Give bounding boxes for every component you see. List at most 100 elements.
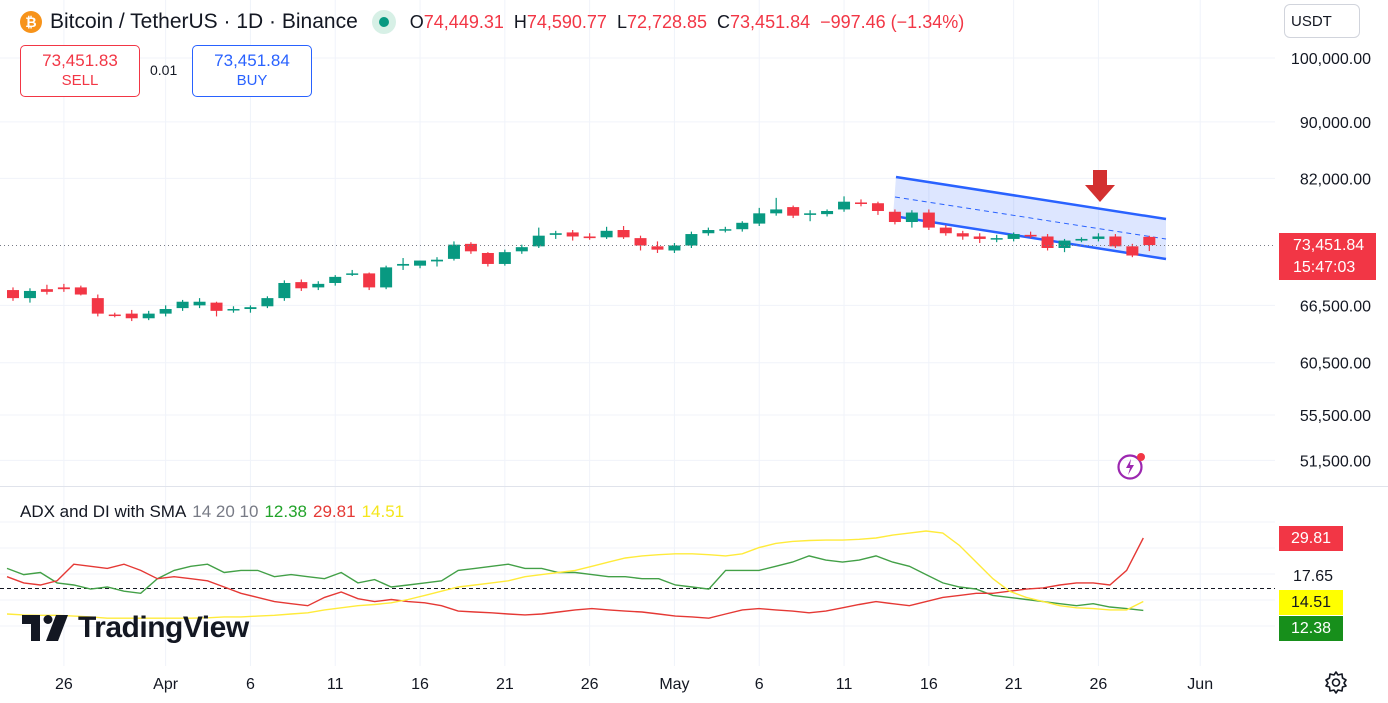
candle-body (566, 232, 579, 237)
candle[interactable] (1007, 232, 1020, 242)
candle[interactable] (617, 225, 630, 239)
candle[interactable] (956, 230, 969, 240)
tradingview-logo[interactable]: TradingView (22, 611, 249, 645)
candle[interactable] (142, 310, 155, 321)
minus-di-line[interactable] (6, 537, 1144, 619)
candle[interactable] (855, 199, 867, 207)
candle[interactable] (871, 201, 884, 215)
candle[interactable] (905, 210, 918, 228)
candle[interactable] (1041, 234, 1054, 251)
candle-body (1007, 234, 1020, 239)
candle[interactable] (74, 285, 87, 296)
candle[interactable] (312, 281, 325, 291)
candle[interactable] (939, 225, 952, 236)
sell-button[interactable]: 73,451.83 SELL (20, 45, 140, 97)
candle[interactable] (431, 257, 443, 267)
candle[interactable] (1092, 233, 1105, 242)
candle[interactable] (838, 196, 851, 212)
candle[interactable] (278, 280, 291, 301)
candle[interactable] (515, 244, 528, 254)
candle[interactable] (821, 209, 834, 217)
candle[interactable] (668, 243, 681, 253)
candle[interactable] (481, 252, 494, 267)
candle[interactable] (549, 230, 562, 239)
settings-gear-icon[interactable] (1324, 670, 1348, 694)
candle[interactable] (973, 233, 986, 244)
candle[interactable] (193, 298, 206, 309)
plus-di-line[interactable] (6, 555, 1144, 612)
candle[interactable] (380, 265, 393, 290)
candle[interactable] (685, 231, 698, 248)
candle[interactable] (7, 287, 19, 301)
price-axis: 100,000.00 90,000.00 82,000.00 66,500.00 60,… (1276, 40, 1388, 480)
candle[interactable] (397, 258, 410, 270)
candle-body (40, 289, 53, 292)
market-open-dot-icon[interactable] (371, 10, 396, 34)
change-value: −997.46 (−1.34%) (820, 11, 965, 32)
buy-button[interactable]: 73,451.84 BUY (192, 45, 312, 97)
candle[interactable] (227, 306, 240, 313)
candle-body (481, 252, 494, 264)
candle[interactable] (91, 294, 104, 317)
candle[interactable] (108, 312, 121, 318)
candle[interactable] (176, 299, 189, 311)
candle[interactable] (753, 207, 766, 226)
candle[interactable] (57, 283, 70, 292)
candle-body (447, 244, 460, 259)
candle[interactable] (787, 205, 800, 219)
candle[interactable] (1126, 243, 1139, 258)
currency-selector[interactable]: USDT (1284, 4, 1360, 38)
candle[interactable] (1075, 237, 1088, 243)
lightning-alert-icon[interactable] (1116, 452, 1146, 482)
candle[interactable] (1143, 235, 1156, 252)
open-label: O (409, 11, 424, 32)
candle[interactable] (922, 209, 935, 231)
candle[interactable] (125, 309, 138, 322)
spread-value: 0.01 (150, 62, 178, 78)
sell-label: SELL (61, 72, 99, 89)
candle[interactable] (634, 235, 647, 251)
candle[interactable] (210, 301, 223, 317)
channel-upper-line[interactable] (895, 175, 1167, 221)
candle[interactable] (244, 305, 257, 313)
time-axis: 26 Apr 6 11 16 21 26 May 6 11 16 21 26 Jun (55, 676, 1213, 693)
symbol-header[interactable]: ₿ Bitcoin / TetherUS · 1D · Binance O74,… (20, 8, 964, 36)
candle[interactable] (295, 279, 308, 291)
plus-di-value: 12.38 (264, 502, 308, 521)
down-arrow-marker[interactable] (1085, 170, 1115, 202)
candle[interactable] (23, 288, 36, 303)
indicator-legend[interactable]: ADX and DI with SMA 14 20 10 12.38 29.81… (20, 502, 404, 522)
candle[interactable] (888, 209, 901, 225)
candle[interactable] (261, 296, 274, 309)
candle[interactable] (40, 284, 53, 295)
channel-mid-line (894, 196, 1167, 240)
candle[interactable] (498, 249, 511, 266)
candle[interactable] (414, 260, 427, 269)
candle[interactable] (651, 241, 664, 253)
candle[interactable] (159, 305, 172, 317)
candle[interactable] (329, 275, 342, 286)
candle[interactable] (736, 221, 749, 232)
candle[interactable] (447, 241, 460, 261)
adx-line[interactable] (6, 530, 1144, 619)
candle[interactable] (804, 210, 817, 222)
candle[interactable] (363, 272, 376, 291)
indicator-name[interactable]: ADX and DI with SMA (20, 502, 187, 521)
candle[interactable] (532, 227, 545, 248)
candle[interactable] (1024, 231, 1037, 239)
candle[interactable] (719, 226, 732, 233)
channel-lower-line[interactable] (892, 214, 1167, 261)
candle[interactable] (464, 242, 477, 254)
symbol-title[interactable]: Bitcoin / TetherUS · 1D · Binance (50, 10, 358, 33)
candle[interactable] (1109, 234, 1122, 248)
candle[interactable] (600, 226, 613, 239)
candle[interactable] (990, 234, 1003, 243)
candle[interactable] (770, 197, 783, 216)
candle[interactable] (566, 230, 579, 241)
candle[interactable] (702, 227, 715, 236)
candle-body (753, 213, 766, 224)
buy-label: BUY (236, 72, 268, 89)
candle[interactable] (583, 233, 596, 240)
candle[interactable] (346, 269, 359, 276)
